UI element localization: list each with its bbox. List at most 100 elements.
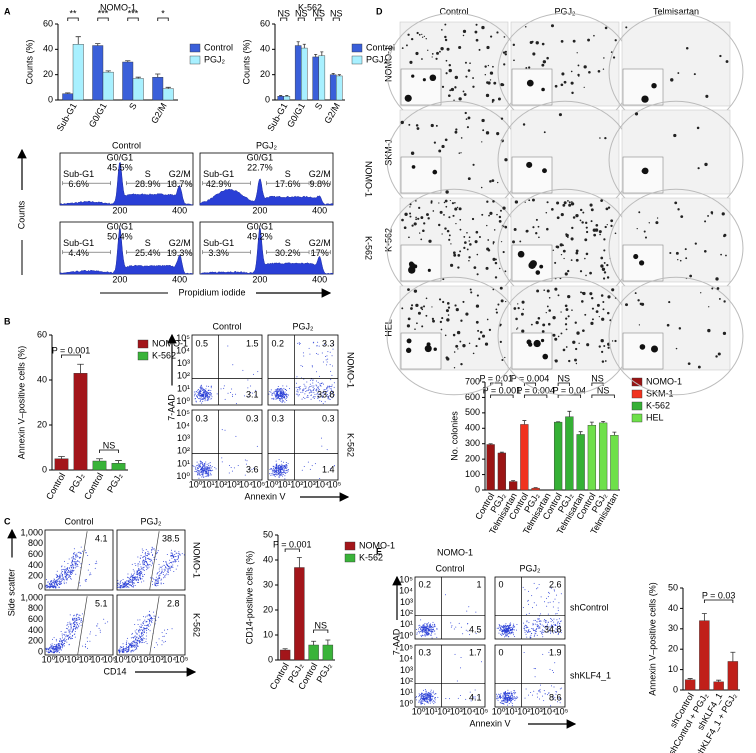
event-dot — [74, 617, 76, 619]
event-dot — [473, 696, 475, 698]
event-dot — [177, 557, 179, 559]
colony — [503, 36, 506, 38]
event-dot — [128, 579, 130, 581]
event-dot — [132, 569, 134, 571]
event-dot — [502, 700, 504, 702]
colony — [458, 152, 461, 154]
event-dot — [530, 634, 532, 636]
event-dot — [429, 631, 431, 633]
event-dot — [500, 627, 502, 629]
event-dot — [199, 386, 201, 388]
event-dot — [165, 567, 167, 569]
event-dot — [45, 647, 47, 649]
colony — [472, 352, 475, 355]
event-dot — [321, 445, 323, 447]
event-dot — [542, 636, 544, 638]
event-dot — [280, 470, 282, 472]
y-tick-label: 10¹ — [400, 687, 413, 697]
colony — [560, 212, 564, 217]
event-dot — [148, 552, 150, 554]
error-bar — [77, 363, 84, 374]
event-dot — [119, 648, 121, 650]
event-dot — [499, 693, 501, 695]
event-dot — [64, 640, 66, 642]
colony — [607, 346, 610, 349]
event-dot — [54, 585, 56, 587]
event-dot — [422, 624, 424, 626]
colony — [454, 201, 456, 204]
event-dot — [554, 625, 556, 627]
error-bar — [285, 95, 289, 97]
event-dot — [69, 575, 71, 577]
event-dot — [129, 584, 131, 586]
event-dot — [158, 577, 160, 579]
y-axis-label: CD14-positive cells (%) — [244, 551, 254, 645]
event-dot — [419, 700, 421, 702]
event-dot — [65, 631, 67, 633]
event-dot — [130, 580, 132, 582]
event-dot — [430, 693, 432, 695]
event-dot — [313, 341, 315, 343]
event-dot — [551, 630, 553, 632]
event-dot — [505, 625, 507, 627]
colony — [430, 123, 434, 128]
colony — [492, 288, 495, 291]
colony — [432, 210, 435, 212]
event-dot — [505, 692, 507, 694]
event-dot — [52, 581, 54, 583]
colony — [513, 227, 517, 231]
colony — [693, 73, 696, 76]
colony — [717, 352, 721, 356]
colony — [462, 29, 467, 33]
colony — [546, 289, 550, 293]
event-dot — [271, 398, 273, 400]
event-dot — [61, 574, 63, 576]
gate-name: S — [285, 238, 291, 248]
colony — [453, 253, 457, 257]
colony-zoom — [422, 78, 426, 82]
event-dot — [48, 649, 50, 651]
event-dot — [284, 466, 286, 468]
event-dot — [70, 564, 72, 566]
event-dot — [274, 473, 276, 475]
event-dot — [277, 391, 279, 393]
event-dot — [270, 391, 272, 393]
event-dot — [539, 626, 541, 628]
event-dot — [308, 347, 310, 349]
colony — [421, 325, 424, 328]
event-dot — [156, 578, 158, 580]
error-bar — [499, 451, 504, 453]
gate-percent: 25.4% — [135, 248, 161, 258]
event-dot — [499, 696, 501, 698]
event-dot — [207, 472, 209, 474]
gate — [311, 181, 331, 186]
event-dot — [163, 635, 165, 637]
colony — [703, 249, 707, 253]
event-dot — [507, 630, 509, 632]
event-dot — [279, 398, 281, 400]
event-dot — [284, 471, 286, 473]
dot-plot — [267, 409, 339, 481]
colony — [590, 208, 594, 212]
event-dot — [269, 469, 271, 471]
colony — [488, 328, 492, 332]
event-dot — [223, 385, 225, 387]
colony — [604, 26, 608, 30]
y-tick-label: 10⁵ — [399, 574, 413, 584]
event-dot — [72, 622, 74, 624]
colony — [684, 248, 687, 251]
event-dot — [273, 470, 275, 472]
annotation: *** — [98, 8, 109, 18]
event-dot — [204, 471, 206, 473]
event-dot — [418, 630, 420, 632]
colony — [458, 207, 462, 211]
event-dot — [534, 676, 536, 678]
event-dot — [177, 555, 179, 557]
event-dot — [432, 624, 434, 626]
colony — [552, 315, 556, 320]
event-dot — [421, 630, 423, 632]
event-dot — [503, 703, 505, 705]
x-tick-label: 400 — [172, 205, 187, 215]
event-dot — [59, 643, 61, 645]
event-dot — [64, 560, 66, 562]
